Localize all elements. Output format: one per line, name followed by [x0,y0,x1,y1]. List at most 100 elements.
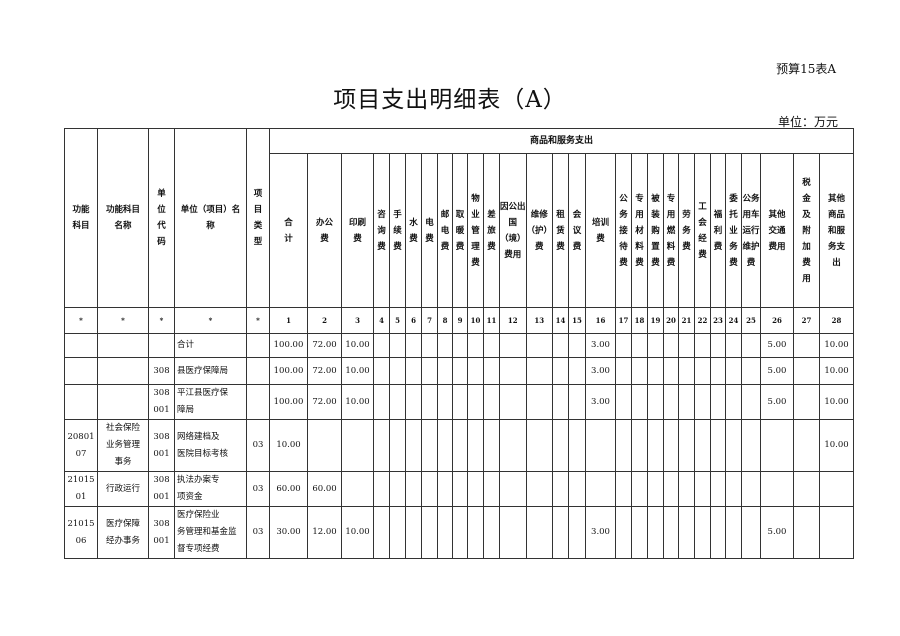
amount-cell [421,506,438,559]
amount-cell [615,384,632,420]
column-number: 11 [483,307,500,334]
project-type-cell: 03 [246,471,270,507]
amount-cell [615,471,632,507]
amount-cell: 60.00 [269,471,308,507]
amount-cell [663,357,679,385]
amount-cell [647,357,664,385]
amount-cell [405,384,422,420]
function-code-cell: 21015 01 [64,471,98,507]
amount-cell [678,384,695,420]
table-row: 21015 06 医疗保障 经办事务 308 001 医疗保险业 务管理和基金监 督… [64,506,854,559]
amount-cell [373,419,390,472]
column-header: 专用燃料费 [663,153,679,308]
amount-cell: 3.00 [585,333,616,358]
amount-cell [499,419,527,472]
amount-cell [725,333,742,358]
amount-cell: 100.00 [269,384,308,420]
amount-cell [421,333,438,358]
amount-cell [525,333,553,358]
column-header: 印刷 费 [341,153,374,308]
column-number: 12 [499,307,527,334]
column-number: 9 [452,307,468,334]
page-title: 项目支出明细表（A） [333,87,567,113]
amount-cell: 10.00 [819,419,854,472]
amount-cell [568,333,586,358]
column-number: * [246,307,270,334]
amount-cell [819,506,854,559]
amount-cell [760,471,794,507]
table-row: 308 001 平江县医疗保 障局 100.00 72.00 10.00 3.00 5.0… [64,384,854,420]
amount-cell [389,384,406,420]
column-number: 27 [793,307,820,334]
amount-cell [452,333,468,358]
amount-cell [631,357,648,385]
amount-cell [568,471,586,507]
amount-cell [741,419,761,472]
column-header: 公务用车运行维护费 [741,153,761,308]
amount-cell [793,506,820,559]
amount-cell: 5.00 [760,506,794,559]
amount-cell [694,357,711,385]
table-row: 21015 01 行政运行 308 001 执法办案专 项资金 03 60.00 60.0… [64,471,854,507]
column-header: 差旅费 [483,153,500,308]
function-name-cell: 社会保险 业务管理 事务 [97,419,149,472]
amount-cell: 3.00 [585,384,616,420]
amount-cell [678,333,695,358]
amount-cell [437,506,453,559]
amount-cell: 100.00 [269,357,308,385]
amount-cell [389,333,406,358]
column-number: 22 [694,307,711,334]
column-number: 21 [678,307,695,334]
amount-cell [663,471,679,507]
unit-name-cell: 网络建档及 医院目标考核 [174,419,247,472]
project-type-cell [246,357,270,385]
column-number: 14 [552,307,569,334]
column-header: 租赁费 [552,153,569,308]
amount-cell [552,506,569,559]
function-name-cell [97,357,149,385]
amount-cell: 3.00 [585,357,616,385]
column-header: 单位（项目）名 称 [174,128,247,308]
amount-cell [741,333,761,358]
amount-cell [341,471,374,507]
column-header: 咨询费 [373,153,390,308]
amount-cell [647,384,664,420]
column-number: 23 [710,307,726,334]
column-number: 4 [373,307,390,334]
function-code-cell: 20801 07 [64,419,98,472]
amount-cell [585,471,616,507]
amount-cell [678,506,695,559]
unit-code-cell: 308 001 [148,471,175,507]
column-header: 电费 [421,153,438,308]
amount-cell [793,357,820,385]
column-number: * [97,307,149,334]
column-number: * [174,307,247,334]
unit-name-cell: 平江县医疗保 障局 [174,384,247,420]
amount-cell [710,506,726,559]
amount-cell [405,419,422,472]
project-type-cell [246,333,270,358]
amount-cell [525,471,553,507]
amount-cell: 12.00 [307,506,342,559]
amount-cell [552,384,569,420]
amount-cell [568,357,586,385]
function-name-cell: 行政运行 [97,471,149,507]
amount-cell [760,419,794,472]
amount-cell [499,471,527,507]
amount-cell [373,333,390,358]
amount-cell [710,384,726,420]
column-header: 物业管理费 [467,153,484,308]
column-header: 其他 交通 费用 [760,153,794,308]
column-number: 17 [615,307,632,334]
column-number: 28 [819,307,854,334]
amount-cell [405,357,422,385]
amount-cell [725,471,742,507]
amount-cell [725,357,742,385]
amount-cell [307,419,342,472]
project-type-cell: 03 [246,506,270,559]
amount-cell [663,419,679,472]
amount-cell: 72.00 [307,333,342,358]
amount-cell [741,471,761,507]
amount-cell: 10.00 [341,506,374,559]
amount-cell [678,471,695,507]
